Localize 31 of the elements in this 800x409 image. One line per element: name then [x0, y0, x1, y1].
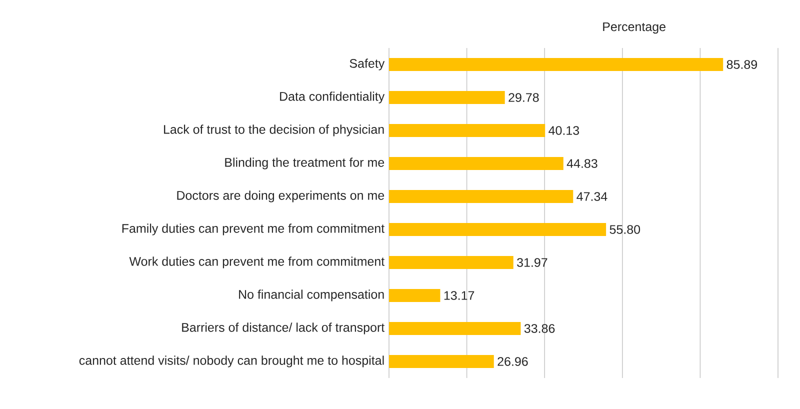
bar [389, 288, 440, 302]
y-tick-label: Lack of trust to the decision of physician [164, 124, 384, 136]
data-label: 85.89 [726, 60, 757, 69]
y-tick-label: cannot attend visits/ nobody can brought me to hospital [79, 356, 384, 368]
bar [389, 354, 494, 368]
data-label: 44.83 [566, 159, 598, 168]
bar [389, 190, 574, 203]
data-label: 47.34 [576, 192, 608, 201]
chart-title: Percentage [603, 22, 666, 34]
data-label: 13.17 [444, 291, 474, 300]
bar [389, 58, 724, 71]
bar [389, 222, 606, 236]
bar [389, 90, 505, 104]
y-tick-label: Barriers of distance/ lack of transport [182, 322, 385, 334]
bar [389, 256, 514, 269]
y-tick-label: Blinding the treatment for me [225, 158, 384, 170]
bar [389, 322, 521, 335]
y-tick-label: Doctors are doing experiments on me [177, 190, 384, 202]
data-label: 33.86 [524, 324, 555, 333]
y-tick-label: Family duties can prevent me from commitment [122, 224, 385, 236]
bar [389, 124, 546, 137]
data-label: 55.80 [610, 225, 640, 234]
data-label: 29.78 [508, 93, 539, 102]
bar [389, 156, 564, 170]
data-label: 26.96 [498, 357, 528, 366]
y-tick-label: Data confidentiality [280, 92, 385, 104]
data-label: 31.97 [517, 258, 548, 267]
data-label: 40.13 [548, 126, 580, 135]
y-tick-label: Safety [350, 58, 385, 70]
y-tick-label: Work duties can prevent me from commitment [129, 256, 385, 268]
y-tick-label: No financial compensation [239, 290, 384, 302]
